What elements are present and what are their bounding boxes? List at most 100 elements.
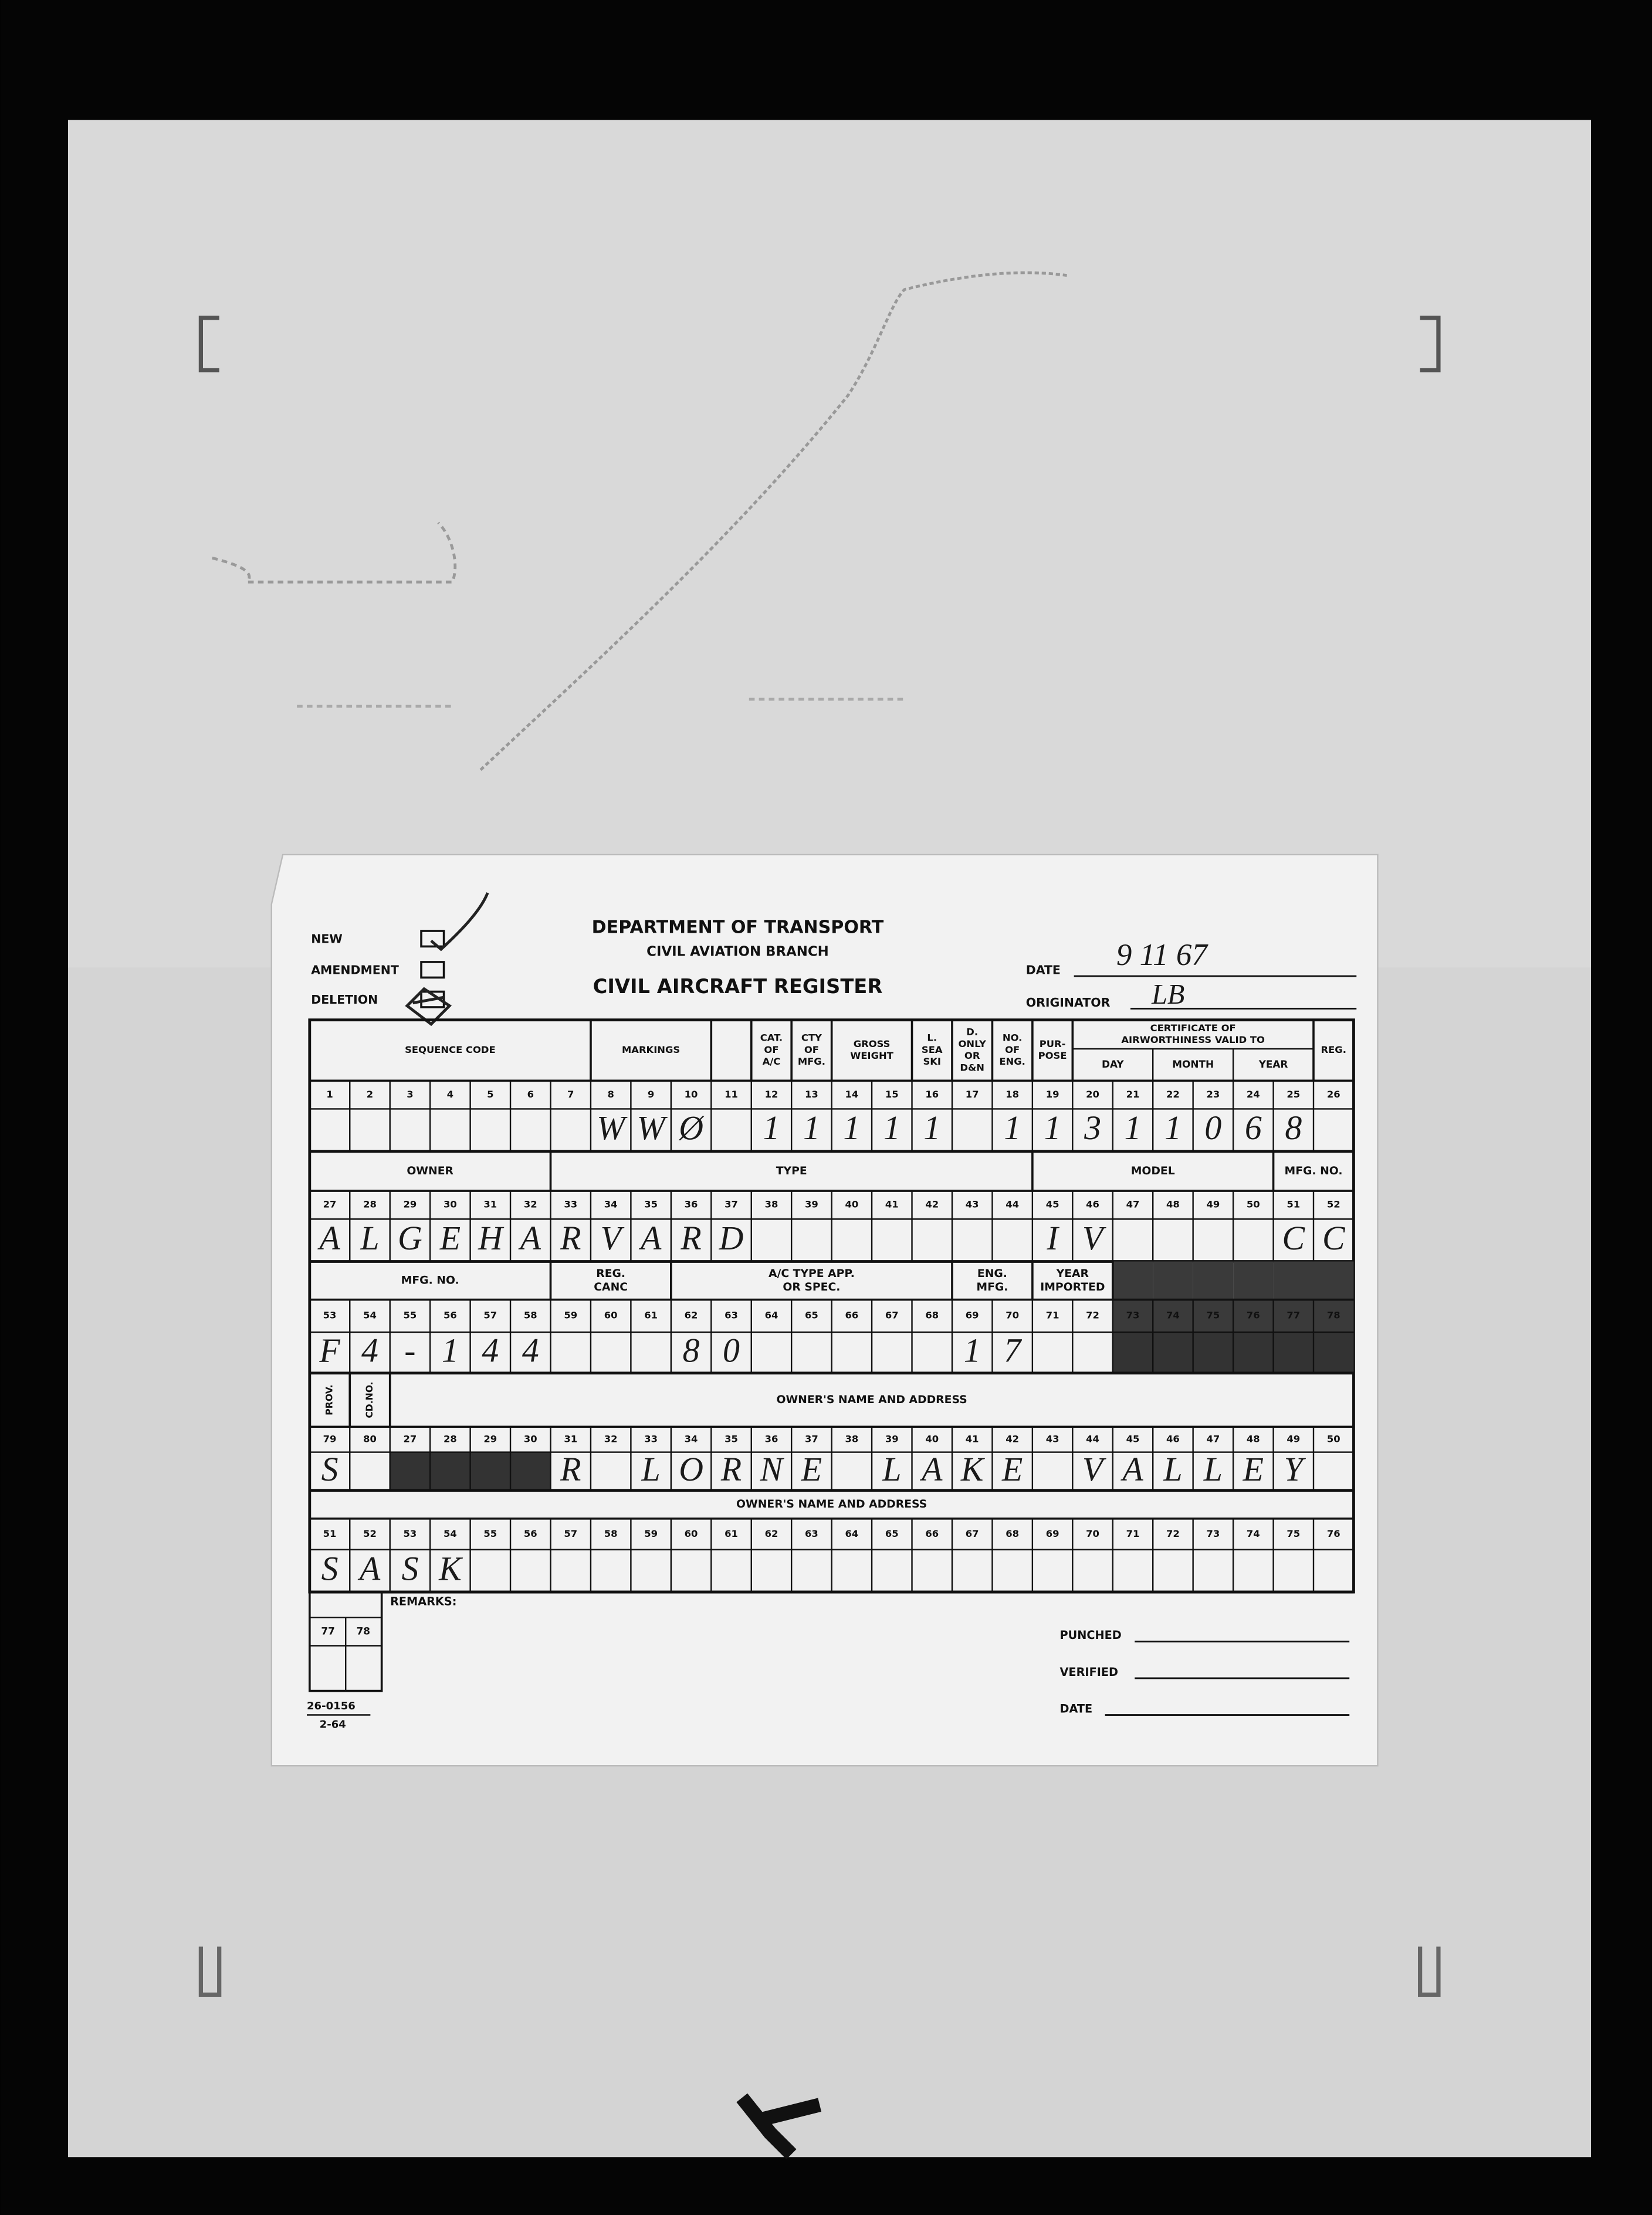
- handwritten-entry: R: [560, 1220, 581, 1257]
- column-header: SKI: [923, 1056, 941, 1067]
- shaded-cell: [1314, 1261, 1354, 1300]
- signoff-label: VERIFIED: [1060, 1665, 1118, 1679]
- column-number: 55: [404, 1310, 417, 1321]
- handwritten-entry: Y: [1284, 1451, 1306, 1488]
- checkbox: [420, 930, 445, 948]
- handwritten-entry: L: [1203, 1451, 1223, 1488]
- column-number: 42: [925, 1199, 939, 1210]
- shaded-cell: [1233, 1299, 1274, 1332]
- check-mark: [430, 892, 489, 951]
- column-number: 64: [765, 1310, 778, 1321]
- handwritten-entry: 4: [482, 1332, 499, 1369]
- column-header: SEQUENCE CODE: [405, 1044, 496, 1055]
- handwritten-entry: 1: [442, 1332, 459, 1369]
- column-number: 47: [1206, 1433, 1220, 1444]
- column-header: OWNER'S NAME AND ADDRESS: [736, 1498, 927, 1510]
- column-number: 11: [725, 1089, 738, 1100]
- column-number: 44: [1086, 1433, 1099, 1444]
- column-header: OWNER'S NAME AND ADDRESS: [777, 1394, 967, 1406]
- column-number: 48: [1247, 1433, 1260, 1444]
- column-number: 49: [1287, 1433, 1300, 1444]
- handwritten-entry: L: [882, 1451, 901, 1488]
- column-header: MFG.: [798, 1056, 825, 1067]
- shaded-cell: [470, 1452, 511, 1491]
- column-number: 35: [644, 1199, 658, 1210]
- column-number: 30: [524, 1433, 537, 1444]
- column-number: 34: [685, 1433, 698, 1444]
- handwritten-entry: A: [317, 1220, 340, 1257]
- shaded-cell: [430, 1452, 470, 1491]
- column-header: A/C TYPE APP.: [769, 1268, 855, 1280]
- column-header: A/C: [763, 1056, 781, 1067]
- column-number: 27: [404, 1433, 417, 1444]
- handwritten-entry: R: [560, 1451, 581, 1488]
- column-number: 59: [564, 1310, 577, 1321]
- column-header: MODEL: [1131, 1165, 1175, 1177]
- sheet-highlight: [68, 120, 1592, 968]
- column-number: 24: [1247, 1089, 1260, 1100]
- column-number: 15: [885, 1089, 899, 1100]
- column-header: REG.: [596, 1268, 625, 1280]
- column-header: ENG.: [999, 1056, 1025, 1067]
- date-value: 9 11 67: [1116, 938, 1208, 972]
- column-number: 41: [885, 1199, 899, 1210]
- column-number: 9: [648, 1089, 654, 1100]
- column-header: NO.: [1003, 1032, 1022, 1044]
- column-number: 66: [925, 1528, 939, 1539]
- column-header: TYPE: [776, 1165, 807, 1177]
- shaded-cell: [1153, 1332, 1193, 1373]
- handwritten-entry: L: [641, 1451, 661, 1488]
- column-number: 32: [604, 1433, 618, 1444]
- column-number: 57: [564, 1528, 577, 1539]
- column-number: 60: [685, 1528, 698, 1539]
- column-number: 71: [1126, 1528, 1140, 1539]
- column-header: IMPORTED: [1040, 1281, 1105, 1293]
- handwritten-entry: 1: [923, 1109, 940, 1147]
- form-number: 26-0156: [307, 1700, 356, 1712]
- column-number: 75: [1206, 1310, 1220, 1321]
- column-number: 23: [1206, 1089, 1220, 1100]
- column-header: MFG.: [976, 1281, 1008, 1293]
- column-header: REG.: [1321, 1044, 1346, 1055]
- column-number: 74: [1166, 1310, 1180, 1321]
- handwritten-entry: 1: [1044, 1109, 1061, 1147]
- column-header: ONLY: [959, 1038, 986, 1049]
- originator-value: LB: [1151, 979, 1184, 1010]
- column-number: 57: [483, 1310, 497, 1321]
- column-number: 44: [1006, 1199, 1019, 1210]
- handwritten-entry: N: [760, 1451, 785, 1488]
- column-number: 48: [1166, 1199, 1180, 1210]
- handwritten-entry: I: [1046, 1220, 1059, 1257]
- column-number: 69: [966, 1310, 979, 1321]
- handwritten-entry: 8: [1285, 1109, 1302, 1147]
- handwritten-entry: E: [801, 1451, 822, 1488]
- column-number: 76: [1247, 1310, 1260, 1321]
- handwritten-entry: V: [601, 1220, 625, 1257]
- handwritten-entry: O: [679, 1451, 703, 1488]
- column-number: 53: [404, 1528, 417, 1539]
- column-number: 17: [966, 1089, 979, 1100]
- handwritten-entry: V: [1082, 1451, 1106, 1488]
- checkbox-label: AMENDMENT: [311, 963, 399, 977]
- column-number: 41: [966, 1433, 979, 1444]
- column-number: 21: [1126, 1089, 1140, 1100]
- column-number: 1: [326, 1089, 333, 1100]
- handwritten-entry: R: [720, 1451, 742, 1488]
- form-heading: CIVIL AIRCRAFT REGISTER: [593, 975, 883, 998]
- handwritten-entry: A: [919, 1451, 943, 1488]
- column-number: 14: [845, 1089, 858, 1100]
- column-header: WEIGHT: [850, 1050, 893, 1061]
- column-number: 35: [725, 1433, 738, 1444]
- column-number: 55: [483, 1528, 497, 1539]
- column-number: 7: [567, 1089, 574, 1100]
- column-number: 65: [885, 1528, 899, 1539]
- column-number: 20: [1086, 1089, 1099, 1100]
- handwritten-entry: S: [321, 1550, 338, 1588]
- checkbox-label: DELETION: [311, 993, 378, 1007]
- column-number: 29: [483, 1433, 497, 1444]
- column-number: 70: [1086, 1528, 1099, 1539]
- column-header: OF: [1005, 1044, 1020, 1055]
- column-number: 28: [444, 1433, 457, 1444]
- shaded-cell: [1273, 1332, 1314, 1373]
- column-header: OR: [964, 1050, 980, 1061]
